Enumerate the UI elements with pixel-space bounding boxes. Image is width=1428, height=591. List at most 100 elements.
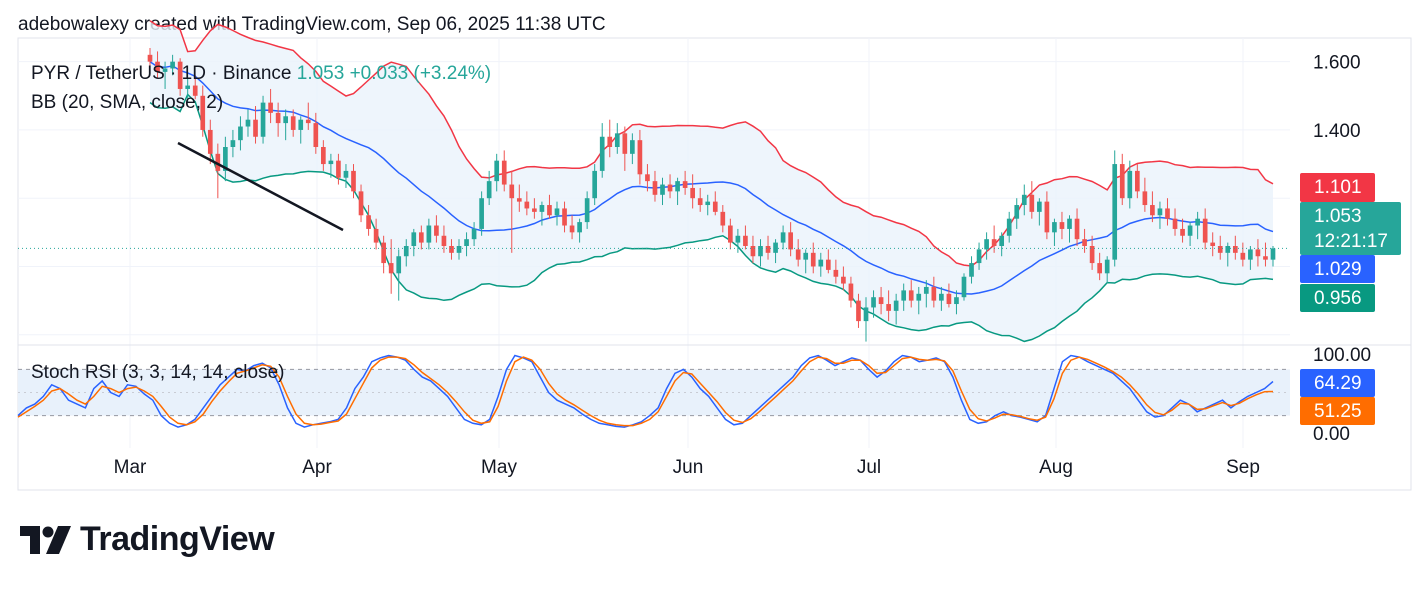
chart-canvas[interactable]: 1.6001.4001.200100.000.00MarAprMayJunJul…	[0, 0, 1428, 510]
candle-body	[705, 201, 711, 206]
x-tick-label: Jun	[673, 457, 704, 478]
candle	[403, 239, 409, 267]
candle-body	[403, 246, 409, 257]
candle	[1165, 198, 1170, 226]
candle	[871, 290, 876, 318]
candle-body	[1202, 218, 1208, 243]
candle	[946, 283, 952, 308]
candle	[366, 205, 371, 236]
legend-price-change: 1.053 +0.033 (+3.24%)	[297, 63, 491, 84]
candle	[358, 184, 364, 223]
candle-body	[215, 153, 221, 171]
candle	[1217, 235, 1223, 260]
candle	[426, 218, 432, 250]
candle	[728, 218, 733, 250]
candle-body	[720, 211, 726, 226]
candle	[192, 75, 198, 100]
candle	[645, 164, 650, 192]
candle-body	[758, 246, 763, 257]
candle-body	[584, 198, 590, 223]
candle-body	[1150, 205, 1155, 216]
stoch-d-line	[17, 356, 1274, 427]
candle	[1097, 252, 1102, 281]
candle-body	[803, 252, 809, 260]
candle	[901, 283, 907, 311]
candle-body	[1119, 164, 1125, 199]
candle-body	[177, 61, 183, 89]
candle	[690, 174, 695, 209]
candle	[494, 153, 500, 192]
bb-basis-badge: 1.029	[1300, 255, 1375, 283]
candle-body	[396, 256, 402, 274]
candle-body	[1180, 228, 1185, 236]
candle	[622, 126, 628, 171]
candle-body	[547, 205, 552, 216]
candle	[343, 164, 349, 188]
candle-body	[170, 61, 175, 69]
candle-body	[780, 232, 786, 243]
candle	[1225, 242, 1231, 267]
candle	[954, 290, 959, 315]
candle-body	[524, 201, 530, 209]
candle-body	[712, 201, 718, 212]
candle-body	[1172, 218, 1178, 229]
candle	[743, 225, 748, 250]
legend-stoch-rsi: Stoch RSI (3, 3, 14, 14, close)	[31, 362, 284, 383]
candle	[155, 51, 160, 79]
candle-body	[871, 297, 876, 308]
candle-body	[1240, 252, 1246, 260]
candle	[170, 54, 175, 76]
candle	[547, 194, 552, 219]
candle	[1037, 198, 1042, 226]
stoch-k-badge-text: 64.29	[1314, 373, 1362, 394]
candle-body	[750, 246, 756, 257]
candle-body	[863, 307, 869, 322]
stoch-k-line	[17, 354, 1274, 428]
bb-upper-line	[149, 20, 1274, 267]
candle-body	[456, 246, 462, 253]
chart-frame	[17, 37, 1412, 491]
candle-body	[961, 276, 967, 298]
candle-body	[697, 198, 703, 206]
candle	[569, 215, 575, 240]
candle-body	[358, 191, 364, 216]
candle-body	[743, 235, 748, 246]
candle-body	[1021, 194, 1027, 206]
candle-body	[954, 297, 959, 305]
candle	[848, 276, 854, 308]
candle-body	[1232, 246, 1238, 253]
candle-body	[1134, 170, 1140, 192]
candle-body	[1270, 248, 1276, 260]
bb-lower-line	[149, 93, 1274, 343]
candle-body	[155, 61, 160, 72]
candle	[245, 109, 251, 137]
bb-lower-badge-bg	[1300, 284, 1375, 312]
candle-body	[1104, 259, 1110, 274]
candle	[479, 191, 484, 236]
candle-body	[984, 239, 989, 250]
stoch-d-badge: 51.25	[1300, 397, 1375, 425]
candle-body	[856, 300, 861, 322]
tradingview-logo[interactable]: TradingView	[20, 520, 275, 559]
candle-body	[999, 235, 1005, 246]
candle-body	[1255, 249, 1261, 257]
candle	[381, 235, 386, 274]
candle	[1172, 208, 1178, 236]
candle-body	[283, 116, 289, 124]
last-price-badge-bg	[1300, 202, 1401, 255]
candle	[577, 218, 582, 243]
candle	[200, 85, 206, 137]
candle	[1270, 246, 1276, 267]
candle	[501, 150, 507, 192]
candle	[486, 170, 492, 206]
bollinger-bands	[149, 20, 1274, 343]
candle	[207, 119, 213, 165]
candle-body	[690, 187, 695, 199]
candle	[592, 164, 598, 206]
candle-body	[886, 304, 891, 311]
candle	[886, 290, 891, 322]
x-tick-label: Sep	[1226, 457, 1260, 478]
candle	[908, 280, 914, 308]
candle-body	[411, 232, 417, 246]
candle	[223, 136, 228, 182]
